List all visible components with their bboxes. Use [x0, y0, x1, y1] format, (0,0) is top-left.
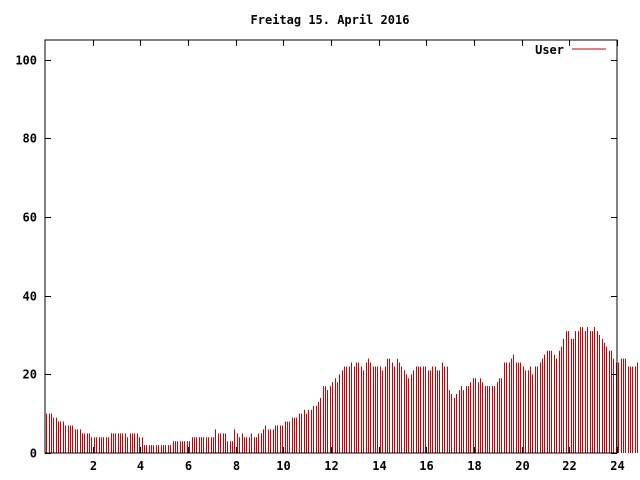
x-tick-label: 18: [467, 459, 481, 473]
x-tick-label: 6: [185, 459, 192, 473]
y-tick-label: 40: [23, 290, 37, 304]
x-tick-label: 20: [515, 459, 529, 473]
chart-title: Freitag 15. April 2016: [251, 13, 410, 27]
x-tick-label: 14: [372, 459, 386, 473]
legend-label-user: User: [535, 43, 564, 57]
x-tick-label: 8: [233, 459, 240, 473]
x-tick-label: 16: [419, 459, 433, 473]
x-tick-label: 4: [137, 459, 144, 473]
x-tick-label: 24: [610, 459, 624, 473]
x-tick-label: 12: [324, 459, 338, 473]
x-tick-label: 2: [90, 459, 97, 473]
y-tick-label: 60: [23, 211, 37, 225]
x-tick-label: 22: [562, 459, 576, 473]
x-tick-label: 10: [276, 459, 290, 473]
bar-series: [46, 327, 638, 453]
y-tick-label: 0: [30, 447, 37, 461]
y-tick-label: 20: [23, 368, 37, 382]
legend: User: [535, 43, 606, 57]
y-tick-label: 80: [23, 132, 37, 146]
y-tick-label: 100: [15, 54, 37, 68]
